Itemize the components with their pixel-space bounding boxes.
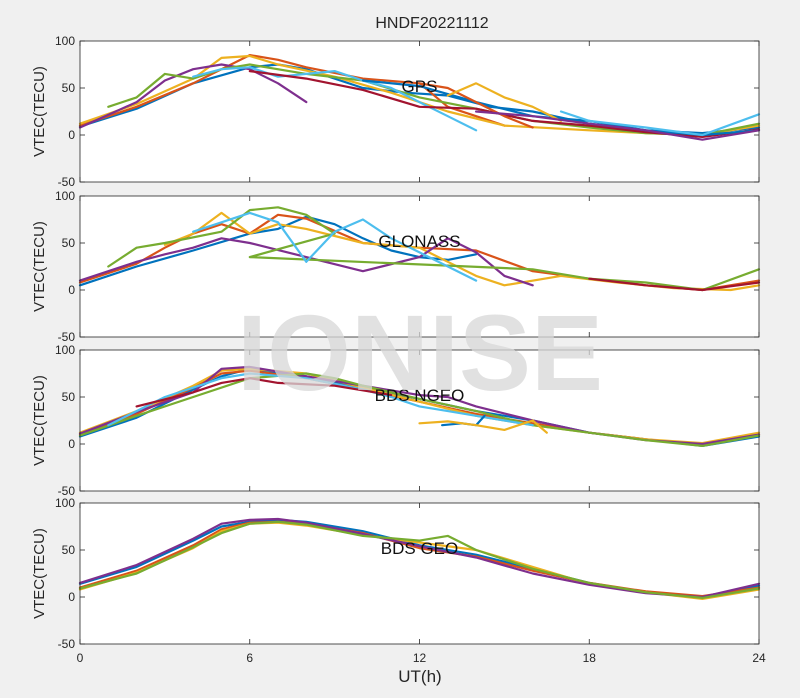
y-tick-label: -50 (58, 484, 76, 498)
y-tick-label: 0 (68, 437, 75, 451)
series-line (78, 54, 506, 127)
y-axis-label: VTEC(TECU) (31, 66, 48, 157)
y-tick-label: 50 (62, 236, 76, 250)
y-tick-label: 100 (55, 34, 75, 48)
y-tick-label: -50 (58, 175, 76, 189)
plot-area (80, 41, 759, 182)
series-line (135, 377, 393, 408)
y-axis-label: VTEC(TECU) (31, 375, 48, 466)
plot-area (80, 196, 759, 337)
series-line (418, 419, 548, 434)
plot-area (80, 350, 759, 491)
chart-title: HNDF20221112 (375, 15, 488, 32)
panel-0: 100 50 0 -50 VTEC(TECU) GPS (31, 34, 761, 189)
panel-label: BDS GEO (381, 539, 458, 558)
x-tick-label: 6 (246, 651, 253, 665)
y-axis-label: VTEC(TECU) (31, 221, 48, 312)
series-line (78, 237, 534, 287)
y-tick-label: -50 (58, 637, 76, 651)
x-tick-label: 24 (752, 651, 766, 665)
y-tick-label: 0 (68, 590, 75, 604)
x-tick-label: 12 (413, 651, 427, 665)
series-line (192, 211, 478, 282)
x-axis-label: UT(h) (398, 667, 441, 686)
panel-label: BDS NGEO (375, 386, 465, 405)
plot-area (80, 503, 759, 644)
y-tick-label: 50 (62, 81, 76, 95)
series-line (446, 82, 563, 122)
series-line (475, 110, 761, 141)
y-tick-label: 100 (55, 343, 75, 357)
y-tick-label: 50 (62, 543, 76, 557)
series-line (78, 520, 761, 599)
panel-label: GPS (402, 77, 438, 96)
panel-2: 100 50 0 -50 VTEC(TECU) BDS NGEO (31, 343, 761, 498)
series-line (559, 110, 761, 137)
series-line (418, 82, 534, 129)
series-line (78, 372, 761, 447)
x-tick-label: 18 (583, 651, 597, 665)
series-line (107, 206, 761, 292)
y-tick-label: -50 (58, 330, 76, 344)
x-tick-label: 0 (77, 651, 84, 665)
y-axis-label: VTEC(TECU) (31, 528, 48, 619)
y-tick-label: 100 (55, 496, 75, 510)
series-line (78, 215, 478, 287)
series-line (78, 63, 308, 129)
panel-1: 100 50 0 -50 VTEC(TECU) GLONASS (31, 189, 761, 344)
y-tick-label: 100 (55, 189, 75, 203)
y-tick-label: 0 (68, 128, 75, 142)
series-line (192, 66, 478, 132)
y-tick-label: 50 (62, 390, 76, 404)
y-tick-label: 0 (68, 283, 75, 297)
series-line (78, 517, 761, 599)
watermark: IONISE (237, 292, 603, 413)
panel-label: GLONASS (378, 232, 460, 251)
series-line (588, 277, 761, 292)
